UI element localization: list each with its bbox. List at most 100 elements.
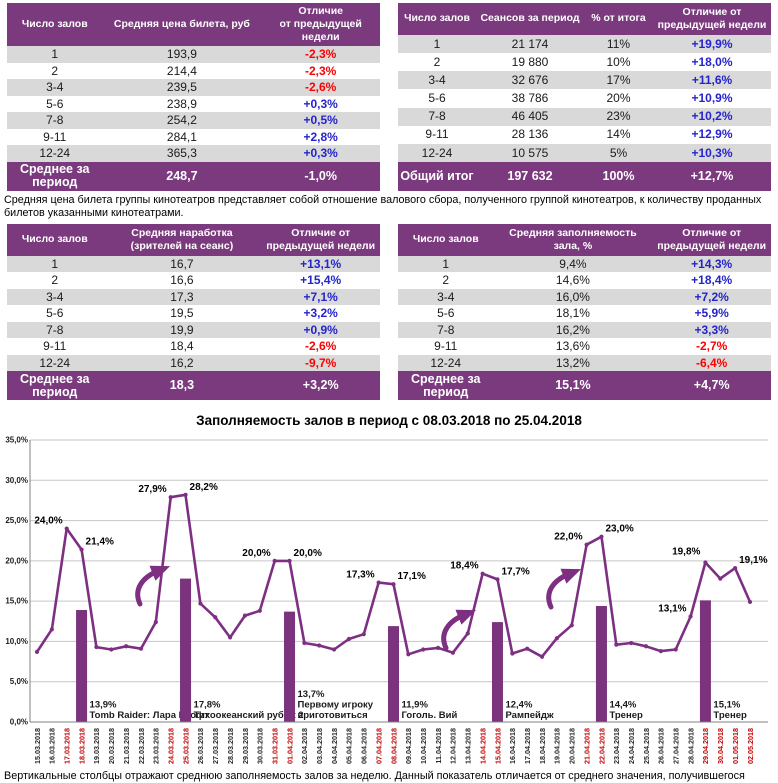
column-header: Число залов xyxy=(398,223,494,256)
table-cell: 21 174 xyxy=(476,35,584,54)
table-row: 7-8 254,2 +0,5% xyxy=(7,112,380,129)
data-point-marker xyxy=(34,650,40,655)
table-cell: +15,4% xyxy=(300,273,342,288)
table-cell: 3-4 xyxy=(7,79,103,96)
table-cell: +19,9% xyxy=(653,35,771,54)
table-cell: 13,6% xyxy=(555,339,590,354)
table-row: 12-24 13,2% -6,4% xyxy=(398,354,771,372)
bar-label: 12,4% xyxy=(505,700,532,711)
chart-title: Заполняемость залов в период с 08.03.201… xyxy=(196,413,582,429)
data-point-marker xyxy=(138,646,144,652)
x-axis-tick-label: 29.03.2018 xyxy=(241,728,250,764)
x-axis-tick-label: 21.04.2018 xyxy=(582,728,591,764)
table-cell: +0,9% xyxy=(261,321,380,339)
table-cell: +14,3% xyxy=(652,255,771,273)
point-value-label: 22,0% xyxy=(554,532,582,543)
table-cell: +10,9% xyxy=(691,91,733,106)
x-axis-tick-label: 11.04.2018 xyxy=(434,728,443,764)
x-axis-tick-label: 17.04.2018 xyxy=(523,728,532,764)
table-header-row: Число залов Средняя наработка (зрителей н… xyxy=(7,223,380,256)
table-total-row: Общий итог 197 632 100% +12,7% xyxy=(398,161,771,191)
point-value-label: 17,3% xyxy=(346,570,374,581)
y-axis-tick-label: 30,0% xyxy=(5,476,28,485)
table-cell: +18,0% xyxy=(691,54,733,69)
table-cell: -2,6% xyxy=(304,339,337,354)
x-axis-tick-label: 22.03.2018 xyxy=(137,728,146,764)
data-point-marker xyxy=(480,571,485,577)
table-avg-occupancy: Число залов Средняя заполняемость зала, %… xyxy=(398,223,771,401)
table-cell: 5-6 xyxy=(46,96,64,111)
x-axis-tick-label: 26.04.2018 xyxy=(657,728,666,764)
bar-label: приготовиться xyxy=(298,710,368,721)
point-value-label: 20,0% xyxy=(294,548,322,559)
x-axis-tick-label: 28.04.2018 xyxy=(686,728,695,764)
data-point-marker xyxy=(64,526,69,532)
table-cell: +10,3% xyxy=(653,143,771,162)
table-cell: +12,9% xyxy=(691,127,733,142)
table-cell: -2,3% xyxy=(261,46,380,63)
point-value-label: 20,0% xyxy=(242,548,270,559)
table-cell: 12-24 xyxy=(7,354,103,372)
bar-label: Рампейдж xyxy=(505,710,553,721)
bar-label: Первому игроку xyxy=(298,700,374,711)
x-axis-tick-label: 03.04.2018 xyxy=(315,728,324,764)
table-row: 7-8 19,9 +0,9% xyxy=(7,321,380,339)
table-cell: 13,2% xyxy=(493,354,653,372)
table-row: 1 9,4% +14,3% xyxy=(398,255,771,273)
table-cell: 38 786 xyxy=(511,91,549,106)
x-axis-tick-label: 01.04.2018 xyxy=(285,728,294,764)
table-cell: -2,7% xyxy=(695,339,728,354)
column-header: Отличие от предыдущей недели xyxy=(261,223,380,256)
data-point-marker xyxy=(673,647,678,652)
table-row: 12-24 10 575 5% +10,3% xyxy=(398,143,771,162)
table-cell: +0,5% xyxy=(261,112,380,129)
weekly-average-bars: 13,9%Tomb Raider: Лара Крофт17,8%Тихооке… xyxy=(76,578,747,723)
x-axis-tick-label: 19.04.2018 xyxy=(553,728,562,764)
table-row: 3-4 32 676 17% +11,6% xyxy=(398,71,771,90)
daily-occupancy-line xyxy=(34,493,753,660)
table-cell: 19 880 xyxy=(511,54,549,69)
column-header: Средняя заполняемость зала, % xyxy=(493,223,653,256)
table-total-cell: Среднее за период xyxy=(7,371,103,401)
data-point-marker xyxy=(629,641,634,646)
table-cell: +3,3% xyxy=(652,321,771,339)
point-value-label: 17,1% xyxy=(397,572,425,583)
x-axis-tick-label: 13.04.2018 xyxy=(464,728,473,764)
y-axis-tick-label: 25,0% xyxy=(5,516,28,525)
table-row: 3-4 16,0% +7,2% xyxy=(398,288,771,306)
data-point-marker xyxy=(376,580,381,586)
table-cell: +18,4% xyxy=(691,273,733,288)
data-point-marker xyxy=(658,649,663,654)
weekly-bar xyxy=(491,622,503,723)
table-row: 1 16,7 +13,1% xyxy=(7,255,380,273)
column-header: Число залов xyxy=(398,3,476,35)
data-point-marker xyxy=(183,493,188,498)
data-point-marker xyxy=(287,559,292,564)
data-point-marker xyxy=(614,642,619,648)
x-axis-tick-label: 07.04.2018 xyxy=(374,728,383,764)
x-axis-tick-label: 08.04.2018 xyxy=(389,728,398,764)
table-cell: +2,8% xyxy=(303,129,338,144)
x-axis-tick-label: 04.04.2018 xyxy=(330,728,339,764)
table-header-row: Число залов Средняя заполняемость зала, %… xyxy=(398,223,771,256)
y-axis-tick-label: 0,0% xyxy=(10,718,28,727)
x-axis-tick-label: 25.03.2018 xyxy=(181,728,190,764)
table-row: 12-24 16,2 -9,7% xyxy=(7,354,380,372)
data-point-marker xyxy=(331,647,337,652)
bar-label: Тренер xyxy=(713,710,747,721)
x-axis-tick-label: 09.04.2018 xyxy=(404,728,413,764)
table-total-cell: +12,7% xyxy=(653,161,771,191)
table-total-cell: Среднее за период xyxy=(7,161,103,191)
table-cell: 18,4 xyxy=(170,339,194,354)
weekly-bar xyxy=(387,626,399,723)
table-cell: +13,1% xyxy=(261,255,380,273)
tables-row-bottom: Число залов Средняя наработка (зрителей н… xyxy=(0,223,778,401)
data-point-marker xyxy=(302,641,307,646)
data-point-marker xyxy=(421,647,426,652)
table-cell: 12-24 xyxy=(7,145,103,162)
bar-label: Гоголь. Вий xyxy=(401,710,457,721)
data-point-marker xyxy=(346,637,352,642)
table-total-row: Среднее за период 248,7 -1,0% xyxy=(7,161,380,191)
x-axis-tick-label: 18.04.2018 xyxy=(538,728,547,764)
x-axis-tick-label: 24.04.2018 xyxy=(627,728,636,764)
